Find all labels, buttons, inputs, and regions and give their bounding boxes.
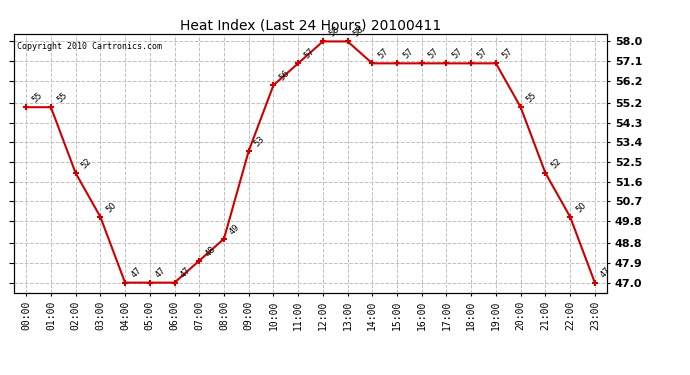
Text: 55: 55 — [30, 91, 44, 104]
Text: 58: 58 — [327, 25, 341, 39]
Text: Copyright 2010 Cartronics.com: Copyright 2010 Cartronics.com — [17, 42, 161, 51]
Text: 50: 50 — [104, 200, 118, 214]
Text: 52: 52 — [80, 156, 94, 170]
Text: 57: 57 — [451, 47, 464, 61]
Text: 47: 47 — [129, 266, 143, 280]
Text: 50: 50 — [574, 200, 588, 214]
Text: 57: 57 — [377, 47, 391, 61]
Text: 57: 57 — [401, 47, 415, 61]
Text: 57: 57 — [426, 47, 440, 61]
Text: 47: 47 — [154, 266, 168, 280]
Title: Heat Index (Last 24 Hours) 20100411: Heat Index (Last 24 Hours) 20100411 — [180, 19, 441, 33]
Text: 47: 47 — [599, 266, 613, 280]
Text: 49: 49 — [228, 222, 242, 236]
Text: 56: 56 — [277, 69, 291, 82]
Text: 52: 52 — [549, 156, 563, 170]
Text: 57: 57 — [500, 47, 514, 61]
Text: 57: 57 — [302, 47, 316, 61]
Text: 55: 55 — [525, 91, 539, 104]
Text: 58: 58 — [352, 25, 366, 39]
Text: 53: 53 — [253, 134, 267, 148]
Text: 47: 47 — [179, 266, 193, 280]
Text: 55: 55 — [55, 91, 69, 104]
Text: 48: 48 — [204, 244, 217, 258]
Text: 57: 57 — [475, 47, 489, 61]
